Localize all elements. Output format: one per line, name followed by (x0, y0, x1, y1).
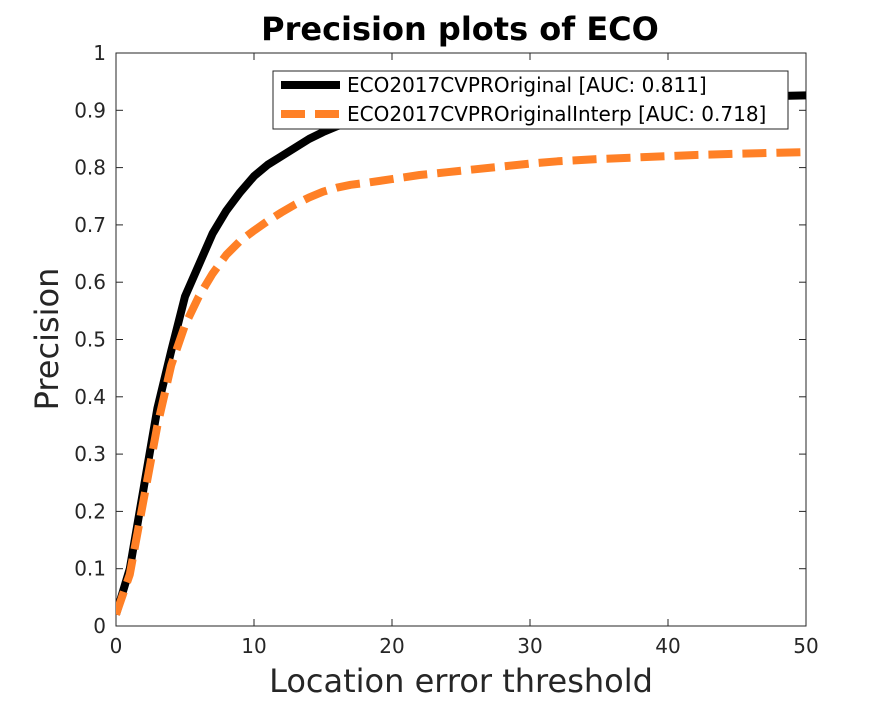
x-tick-label: 50 (793, 634, 818, 658)
x-axis-label: Location error threshold (269, 662, 653, 700)
legend-box (272, 70, 789, 130)
x-tick-label: 20 (379, 634, 404, 658)
y-tick-label: 0.9 (74, 98, 106, 122)
x-tick-label: 30 (517, 634, 542, 658)
y-tick-label: 0.4 (74, 385, 106, 409)
y-tick-label: 0.3 (74, 442, 106, 466)
y-tick-label: 0.8 (74, 156, 106, 180)
y-tick-label: 0.5 (74, 328, 106, 352)
y-tick-label: 1 (93, 41, 106, 65)
chart-title: Precision plots of ECO (261, 10, 659, 48)
y-tick-label: 0.2 (74, 499, 106, 523)
ticks-layer: 0 10 20 30 40 50 0 0.1 0.2 0.3 0.4 0.5 0.6 0.7 0.8 0.9 1 (74, 41, 819, 658)
series-line-interp (116, 148, 806, 616)
legend-label-original: ECO2017CVPROriginal [AUC: 0.811] (347, 73, 707, 97)
plot-area (115, 52, 807, 627)
legend: ECO2017CVPROriginal [AUC: 0.811] ECO2017… (272, 70, 789, 130)
y-axis-label: Precision (28, 268, 66, 411)
legend-label-interp: ECO2017CVPROriginalInterp [AUC: 0.718] (347, 102, 766, 126)
x-tick-label: 0 (110, 634, 123, 658)
y-tick-label: 0 (93, 614, 106, 638)
x-tick-label: 10 (241, 634, 266, 658)
y-tick-label: 0.7 (74, 213, 106, 237)
y-tick-label: 0.1 (74, 557, 106, 581)
x-tick-label: 40 (655, 634, 680, 658)
y-tick-label: 0.6 (74, 270, 106, 294)
